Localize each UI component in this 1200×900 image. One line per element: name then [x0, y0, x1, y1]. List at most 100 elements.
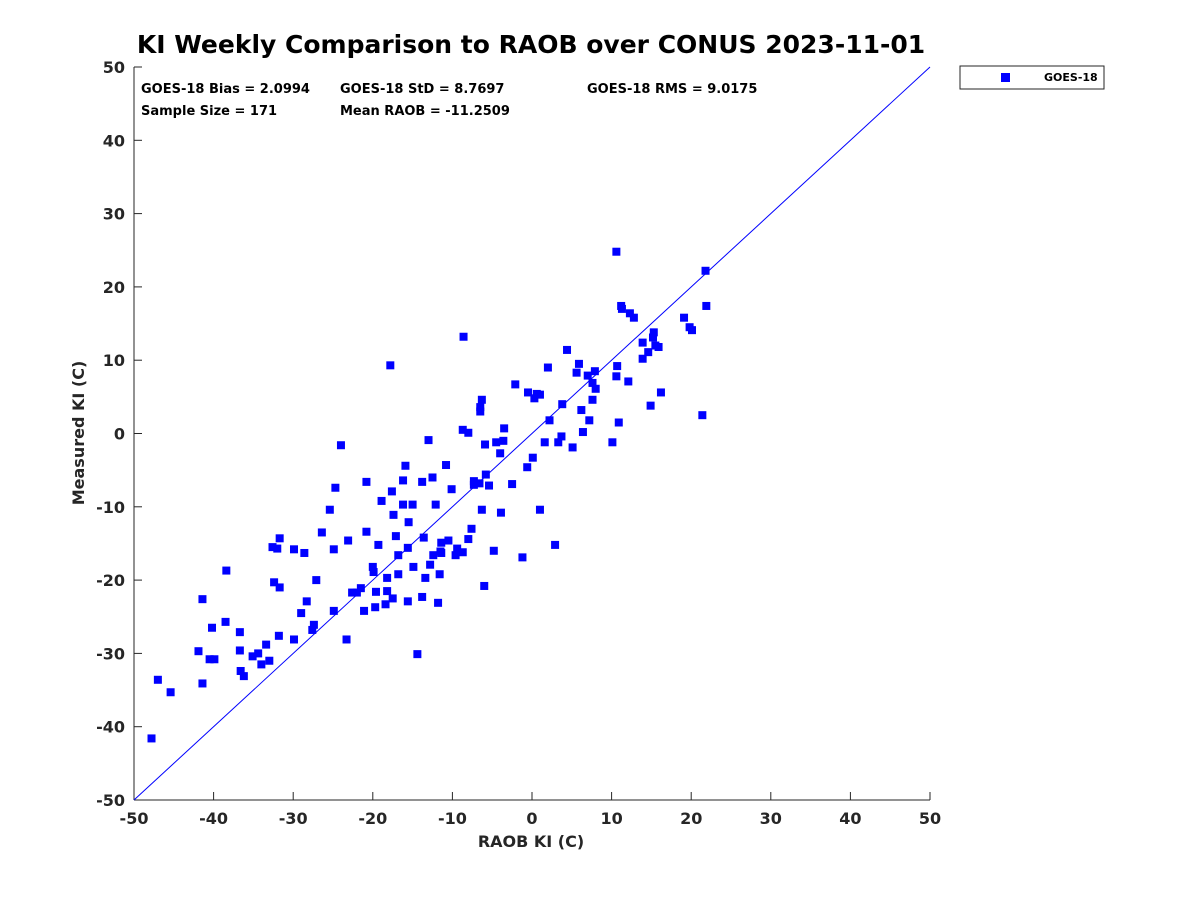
- data-point: [239, 672, 248, 681]
- data-point: [608, 438, 617, 447]
- data-point: [475, 479, 484, 488]
- data-point: [153, 675, 162, 684]
- data-point: [383, 573, 392, 582]
- data-point: [409, 562, 418, 571]
- data-point: [434, 598, 443, 607]
- data-point: [275, 534, 284, 543]
- x-tick-label: 50: [919, 809, 941, 828]
- chart-title: KI Weekly Comparison to RAOB over CONUS …: [137, 30, 925, 59]
- data-point: [557, 432, 566, 441]
- data-point: [680, 313, 689, 322]
- data-point: [342, 635, 351, 644]
- data-point: [499, 436, 508, 445]
- data-point: [524, 388, 533, 397]
- data-point: [477, 395, 486, 404]
- data-point: [702, 301, 711, 310]
- data-point: [394, 551, 403, 560]
- data-point: [638, 338, 647, 347]
- data-point: [568, 443, 577, 452]
- y-axis-ticks: -50 -40 -30 -20 -10 0 10 20 30 40 50: [96, 58, 142, 810]
- data-point: [166, 688, 175, 697]
- data-point: [198, 595, 207, 604]
- data-point: [362, 527, 371, 536]
- data-point: [447, 485, 456, 494]
- data-point: [496, 449, 505, 458]
- data-point: [613, 362, 622, 371]
- data-point: [453, 544, 462, 553]
- data-point: [614, 418, 623, 427]
- data-point: [394, 570, 403, 579]
- stat-bias: GOES-18 Bias = 2.0994: [141, 82, 310, 97]
- x-tick-label: -10: [438, 809, 467, 828]
- data-point: [300, 548, 309, 557]
- y-axis-label: Measured KI (C): [69, 361, 88, 506]
- y-tick-label: 30: [103, 205, 125, 224]
- data-point: [528, 453, 537, 462]
- x-tick-label: 30: [760, 809, 782, 828]
- data-point: [649, 328, 658, 337]
- x-tick-label: -20: [358, 809, 387, 828]
- legend-label: GOES-18: [1044, 71, 1098, 84]
- data-point: [698, 411, 707, 420]
- x-tick-label: -50: [120, 809, 149, 828]
- data-point: [386, 361, 395, 370]
- data-point: [437, 538, 446, 547]
- data-point: [431, 500, 440, 509]
- data-point: [289, 545, 298, 554]
- data-point: [302, 597, 311, 606]
- data-point: [588, 395, 597, 404]
- data-point: [235, 646, 244, 655]
- data-point: [458, 425, 467, 434]
- data-point: [638, 354, 647, 363]
- data-point: [508, 480, 517, 489]
- data-point: [476, 407, 485, 416]
- data-point: [254, 649, 263, 658]
- x-tick-label: 20: [680, 809, 702, 828]
- data-point: [275, 583, 284, 592]
- data-point: [590, 367, 599, 376]
- data-point: [612, 247, 621, 256]
- data-point: [388, 594, 397, 603]
- data-point: [481, 470, 490, 479]
- data-point: [543, 363, 552, 372]
- x-tick-label: 0: [526, 809, 537, 828]
- data-point: [551, 540, 560, 549]
- data-point: [297, 609, 306, 618]
- data-point: [464, 535, 473, 544]
- data-point: [403, 597, 412, 606]
- data-point: [554, 438, 563, 447]
- data-point: [625, 309, 634, 318]
- y-tick-label: -40: [96, 718, 125, 737]
- data-point: [574, 359, 583, 368]
- data-point: [371, 587, 380, 596]
- data-point: [540, 438, 549, 447]
- data-point: [265, 656, 274, 665]
- data-point: [591, 384, 600, 393]
- x-axis-ticks: -50 -40 -30 -20 -10 0 10 20 30 40 50: [120, 792, 941, 828]
- data-point: [687, 326, 696, 335]
- data-point: [348, 588, 357, 597]
- data-point: [389, 510, 398, 519]
- x-tick-label: 40: [839, 809, 861, 828]
- y-tick-label: 0: [114, 425, 125, 444]
- data-point: [222, 566, 231, 575]
- data-point: [429, 551, 438, 560]
- data-points: [147, 247, 711, 743]
- data-point: [399, 500, 408, 509]
- data-point: [489, 546, 498, 555]
- data-point: [496, 508, 505, 517]
- data-point: [476, 403, 485, 412]
- data-point: [381, 600, 390, 609]
- data-point: [624, 377, 633, 386]
- data-point: [530, 394, 539, 403]
- data-point: [444, 536, 453, 545]
- data-point: [480, 581, 489, 590]
- x-tick-label: -30: [279, 809, 308, 828]
- data-point: [317, 528, 326, 537]
- data-point: [500, 424, 509, 433]
- data-point: [585, 416, 594, 425]
- data-point: [437, 548, 446, 557]
- data-point: [617, 304, 626, 313]
- data-point: [268, 543, 277, 552]
